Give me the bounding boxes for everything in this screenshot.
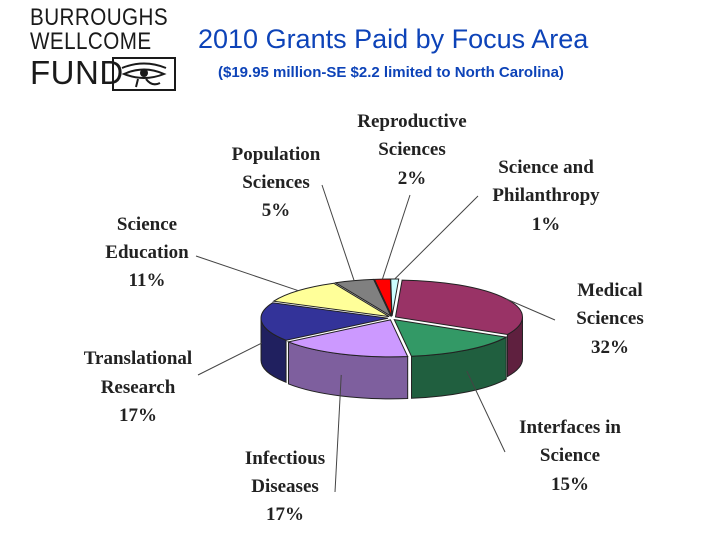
slice-name-label: Education bbox=[105, 242, 189, 263]
pie-slice-translational-research bbox=[260, 302, 389, 341]
slice-name-label: Medical bbox=[577, 280, 642, 301]
pie-tops bbox=[260, 278, 523, 358]
slice-label-7: Science and Philanthropy 1% bbox=[492, 157, 600, 235]
logo-line-3: FUND bbox=[30, 54, 124, 91]
slice-name-label: Research bbox=[101, 377, 176, 398]
slice-name-label: Infectious bbox=[245, 448, 325, 469]
slice-value-label: 17% bbox=[266, 504, 304, 525]
slice-name-label: Science bbox=[117, 214, 177, 235]
pie-labels: Medical Sciences 32% Interfaces in Science 15… bbox=[84, 111, 644, 525]
leader-line-2 bbox=[334, 374, 342, 493]
logo-line-1: BURROUGHS bbox=[30, 4, 169, 31]
slice-name-label: Philanthropy bbox=[492, 185, 600, 206]
slice-name-label: Sciences bbox=[378, 139, 446, 160]
slice-name-label: Sciences bbox=[242, 172, 310, 193]
slice-value-label: 2% bbox=[398, 168, 427, 189]
slice-value-label: 15% bbox=[551, 474, 589, 495]
slice-label-2: Infectious Diseases 17% bbox=[245, 448, 325, 525]
eye-of-horus-icon bbox=[112, 57, 176, 91]
slice-label-4: Science Education 11% bbox=[105, 214, 189, 291]
slice-name-label: Interfaces in bbox=[519, 417, 621, 438]
leader-line-4 bbox=[195, 255, 299, 292]
slice-name-label: Population bbox=[232, 144, 321, 165]
slice-value-label: 5% bbox=[262, 200, 291, 221]
slice-label-1: Interfaces in Science 15% bbox=[519, 417, 621, 495]
logo-line-2: WELLCOME bbox=[30, 28, 152, 55]
pie-slice-population-sciences bbox=[334, 278, 392, 318]
leader-line-7 bbox=[394, 195, 479, 280]
chart-title: 2010 Grants Paid by Focus Area bbox=[198, 24, 589, 54]
pie-slice-infectious-diseases bbox=[286, 319, 409, 358]
slice-name-label: Translational bbox=[84, 348, 192, 369]
slice-label-0: Medical Sciences 32% bbox=[576, 280, 644, 358]
slice-label-5: Population Sciences 5% bbox=[232, 144, 321, 221]
slice-name-label: Science bbox=[540, 445, 600, 466]
leader-line-3 bbox=[197, 342, 262, 376]
slice-value-label: 17% bbox=[119, 405, 157, 426]
slice-name-label: Reproductive bbox=[357, 111, 466, 132]
leader-line-5 bbox=[321, 184, 355, 281]
pie-slice-science-education bbox=[272, 282, 390, 318]
slice-name-label: Sciences bbox=[576, 308, 644, 329]
slice-label-3: Translational Research 17% bbox=[84, 348, 192, 426]
chart-subtitle: ($19.95 million-SE $2.2 limited to North… bbox=[218, 64, 564, 81]
leader-line-1 bbox=[466, 370, 506, 453]
slice-name-label: Science and bbox=[498, 157, 594, 178]
slice-label-6: Reproductive Sciences 2% bbox=[357, 111, 466, 189]
fund-logo: BURROUGHS WELLCOME FUND bbox=[30, 4, 182, 91]
slice-name-label: Diseases bbox=[251, 476, 319, 497]
leader-line-0 bbox=[505, 298, 556, 321]
slice-value-label: 32% bbox=[591, 337, 629, 358]
leader-line-6 bbox=[381, 194, 411, 280]
pie-slice-interfaces-in-science bbox=[393, 319, 508, 357]
slice-value-label: 11% bbox=[129, 270, 166, 291]
slice-value-label: 1% bbox=[532, 214, 561, 235]
